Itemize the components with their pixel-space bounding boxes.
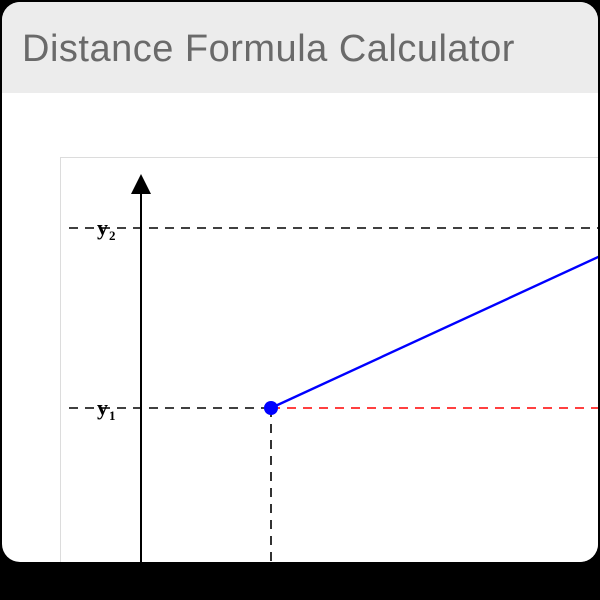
page-title: Distance Formula Calculator (22, 28, 578, 71)
card-header: Distance Formula Calculator (2, 2, 598, 93)
y2-label-sub: 2 (109, 228, 116, 243)
y1-label: y (97, 395, 108, 420)
y-axis-arrow (131, 174, 151, 194)
distance-diagram: y2y1 (61, 158, 598, 562)
calculator-card: Distance Formula Calculator y2y1 (2, 2, 598, 562)
chart-container: y2y1 (60, 157, 598, 562)
distance-line (271, 228, 598, 408)
point-1 (264, 401, 278, 415)
y1-label-sub: 1 (109, 408, 116, 423)
y2-label: y (97, 215, 108, 240)
